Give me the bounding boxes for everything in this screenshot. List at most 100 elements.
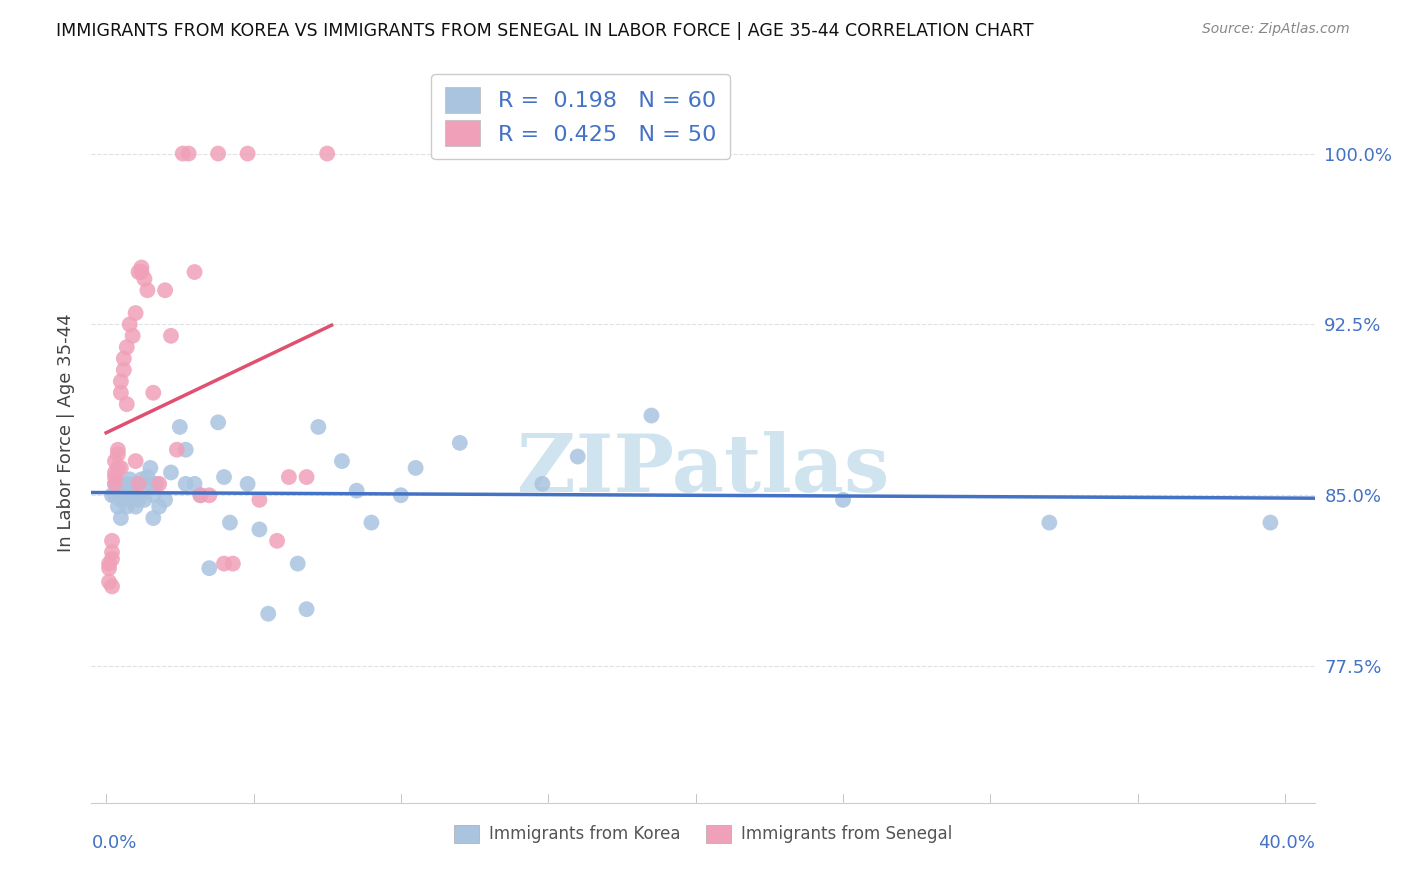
Point xyxy=(142,511,165,525)
Point xyxy=(112,351,135,366)
Text: 0.0%: 0.0% xyxy=(91,834,136,852)
Point xyxy=(360,516,382,530)
Point xyxy=(139,476,162,491)
Point xyxy=(148,500,170,514)
Point xyxy=(307,420,329,434)
Point xyxy=(172,146,194,161)
Point xyxy=(247,492,270,507)
Point xyxy=(107,447,129,461)
Point xyxy=(295,602,318,616)
Point xyxy=(287,557,309,571)
Point xyxy=(153,492,176,507)
Point xyxy=(277,470,299,484)
Point xyxy=(134,492,156,507)
Point xyxy=(104,476,127,491)
Point xyxy=(567,450,589,464)
Point xyxy=(236,476,259,491)
Point xyxy=(131,483,153,498)
Point xyxy=(110,476,132,491)
Point xyxy=(101,579,124,593)
Point xyxy=(121,483,143,498)
Legend: Immigrants from Korea, Immigrants from Senegal: Immigrants from Korea, Immigrants from S… xyxy=(447,818,959,850)
Point xyxy=(118,472,141,486)
Point xyxy=(136,470,159,484)
Point xyxy=(124,306,146,320)
Point xyxy=(124,476,146,491)
Point xyxy=(110,492,132,507)
Point xyxy=(104,488,127,502)
Point xyxy=(405,461,427,475)
Point xyxy=(128,476,150,491)
Point xyxy=(183,265,205,279)
Point xyxy=(160,466,183,480)
Point xyxy=(222,557,245,571)
Point xyxy=(145,476,167,491)
Point xyxy=(118,318,141,332)
Point xyxy=(98,557,121,571)
Point xyxy=(183,476,205,491)
Point xyxy=(190,488,212,502)
Point xyxy=(136,283,159,297)
Point xyxy=(131,265,153,279)
Point xyxy=(118,488,141,502)
Point xyxy=(110,461,132,475)
Point xyxy=(104,466,127,480)
Point xyxy=(169,420,191,434)
Point xyxy=(640,409,662,423)
Point xyxy=(198,488,221,502)
Point xyxy=(110,385,132,400)
Point xyxy=(115,397,138,411)
Point xyxy=(98,574,121,589)
Text: 40.0%: 40.0% xyxy=(1258,834,1315,852)
Point xyxy=(1038,516,1060,530)
Point xyxy=(107,476,129,491)
Point xyxy=(236,146,259,161)
Point xyxy=(1260,516,1282,530)
Point xyxy=(207,416,229,430)
Point xyxy=(101,552,124,566)
Point xyxy=(330,454,353,468)
Point xyxy=(101,488,124,502)
Point xyxy=(219,516,242,530)
Point xyxy=(160,328,183,343)
Text: Source: ZipAtlas.com: Source: ZipAtlas.com xyxy=(1202,22,1350,37)
Point xyxy=(104,470,127,484)
Point xyxy=(389,488,412,502)
Point xyxy=(128,476,150,491)
Point xyxy=(142,385,165,400)
Point xyxy=(110,375,132,389)
Point xyxy=(139,461,162,475)
Point xyxy=(112,492,135,507)
Point xyxy=(115,476,138,491)
Point xyxy=(198,561,221,575)
Point xyxy=(101,545,124,559)
Point xyxy=(346,483,368,498)
Point xyxy=(174,442,197,457)
Point xyxy=(131,472,153,486)
Point xyxy=(104,488,127,502)
Point xyxy=(124,454,146,468)
Point xyxy=(316,146,339,161)
Point xyxy=(177,146,200,161)
Point xyxy=(115,500,138,514)
Point xyxy=(134,272,156,286)
Point xyxy=(295,470,318,484)
Point xyxy=(124,500,146,514)
Point xyxy=(142,488,165,502)
Point xyxy=(166,442,188,457)
Point xyxy=(207,146,229,161)
Point xyxy=(212,557,235,571)
Point xyxy=(110,511,132,525)
Point xyxy=(449,435,471,450)
Y-axis label: In Labor Force | Age 35-44: In Labor Force | Age 35-44 xyxy=(56,313,75,552)
Point xyxy=(832,492,855,507)
Point xyxy=(128,265,150,279)
Point xyxy=(531,476,554,491)
Point xyxy=(257,607,280,621)
Point xyxy=(104,454,127,468)
Point xyxy=(212,470,235,484)
Point xyxy=(128,492,150,507)
Point xyxy=(121,492,143,507)
Point xyxy=(104,476,127,491)
Point xyxy=(174,476,197,491)
